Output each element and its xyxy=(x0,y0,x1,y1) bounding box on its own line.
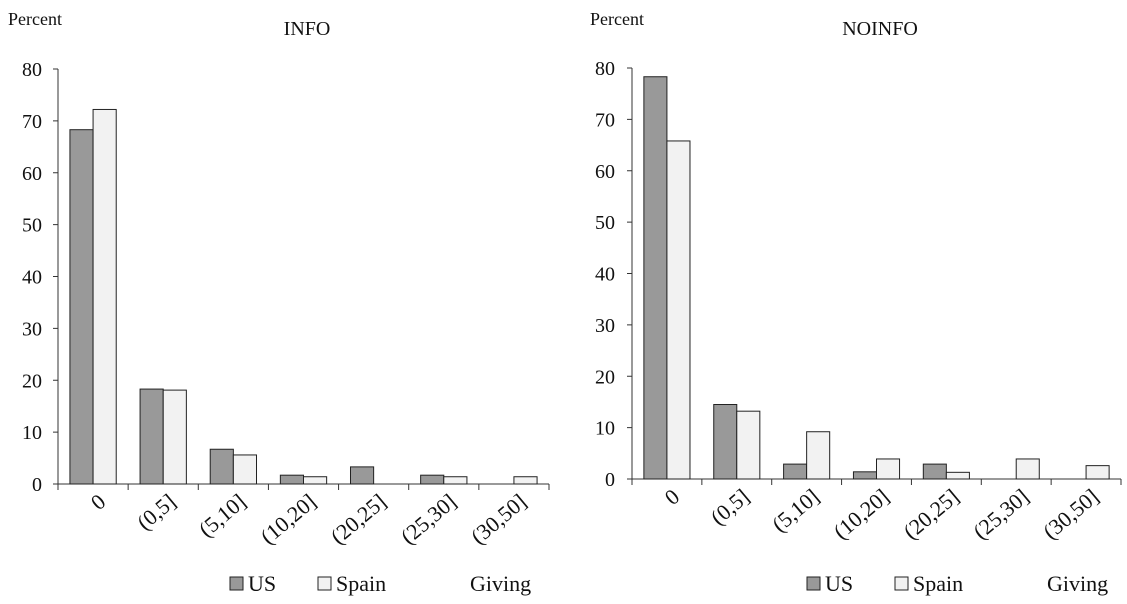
bar-spain-0 xyxy=(92,108,117,485)
bar-spain-2 xyxy=(806,431,831,480)
legend-swatch-spain xyxy=(894,576,909,591)
y-tick-label: 10 xyxy=(595,418,615,440)
y-tick-label: 30 xyxy=(595,315,615,337)
bar-spain-6 xyxy=(513,476,538,485)
legend-label-spain: Spain xyxy=(336,571,386,596)
bar-us-3 xyxy=(852,471,877,480)
x-tick-label: (30,50] xyxy=(466,489,531,549)
x-tick-label: (20,25] xyxy=(326,489,391,549)
legend-label-spain: Spain xyxy=(913,571,963,596)
y-tick-label: 50 xyxy=(22,215,42,237)
chart-panel-2: 0 10 20 30 40 50 60 70 80 0 (0,5] (5,10] (10,20] (20,… xyxy=(590,9,1122,596)
bar-us-3 xyxy=(279,474,304,485)
bar-spain-3 xyxy=(876,458,901,480)
bar-spain-6 xyxy=(1085,465,1110,480)
x-tick-label: (20,25] xyxy=(898,484,963,544)
x-tick-label: (30,50] xyxy=(1038,484,1103,544)
y-tick-label: 60 xyxy=(595,161,615,183)
y-tick-label: 30 xyxy=(22,318,42,340)
x-tick-label: (5,10] xyxy=(767,484,824,537)
y-tick-label: 0 xyxy=(32,474,42,496)
x-tick-label: (0,5] xyxy=(706,484,754,530)
bar-us-4 xyxy=(922,463,947,480)
bar-us-0 xyxy=(643,76,668,480)
x-tick-label: (10,20] xyxy=(255,489,320,549)
bar-spain-1 xyxy=(162,389,187,485)
y-tick-label: 20 xyxy=(22,370,42,392)
y-axis-label: Percent xyxy=(590,9,644,29)
y-tick-label: 40 xyxy=(22,267,42,289)
bar-spain-5 xyxy=(443,476,468,485)
y-tick-label: 60 xyxy=(22,163,42,185)
y-axis-label: Percent xyxy=(8,9,62,29)
x-tick-label: (25,30] xyxy=(968,484,1033,544)
bar-us-0 xyxy=(69,129,94,485)
bar-us-5 xyxy=(420,474,445,485)
chart-panel-1: 0 10 20 30 40 50 60 70 80 0 (0,5] (5,10] (10,20] (20,… xyxy=(8,9,550,596)
x-tick-label: (0,5] xyxy=(132,489,180,535)
x-axis-label: Giving xyxy=(1047,571,1108,596)
y-tick-label: 0 xyxy=(605,469,615,491)
x-tick-label: (10,20] xyxy=(828,484,893,544)
legend-label-us: US xyxy=(248,571,276,596)
bar-us-2 xyxy=(209,448,234,485)
bar-spain-3 xyxy=(303,476,328,485)
legend-swatch-us xyxy=(806,576,821,591)
bar-spain-4 xyxy=(945,471,970,480)
bar-spain-2 xyxy=(232,454,258,485)
y-tick-label: 50 xyxy=(595,212,615,234)
chart-title: NOINFO xyxy=(842,18,918,40)
bar-spain-5 xyxy=(1015,458,1040,480)
y-tick-label: 80 xyxy=(595,58,615,80)
legend-swatch-spain xyxy=(317,576,332,591)
y-tick-label: 10 xyxy=(22,422,42,444)
legend-label-us: US xyxy=(825,571,853,596)
x-tick-label: (25,30] xyxy=(396,489,461,549)
bar-spain-0 xyxy=(666,140,691,480)
y-tick-label: 70 xyxy=(22,111,42,133)
x-tick-label: (5,10] xyxy=(194,489,251,542)
bar-spain-1 xyxy=(736,410,761,480)
chart-title: INFO xyxy=(284,18,331,40)
bar-us-2 xyxy=(783,463,808,480)
x-tick-label: 0 xyxy=(660,484,684,510)
y-tick-label: 40 xyxy=(595,264,615,286)
x-axis-label: Giving xyxy=(470,571,531,596)
legend-swatch-us xyxy=(229,576,244,591)
bar-us-1 xyxy=(139,388,164,485)
y-tick-label: 80 xyxy=(22,59,42,81)
y-tick-label: 70 xyxy=(595,109,615,131)
y-tick-label: 20 xyxy=(595,366,615,388)
bar-us-4 xyxy=(349,466,375,485)
x-tick-label: 0 xyxy=(86,489,110,515)
bar-us-1 xyxy=(713,404,738,480)
